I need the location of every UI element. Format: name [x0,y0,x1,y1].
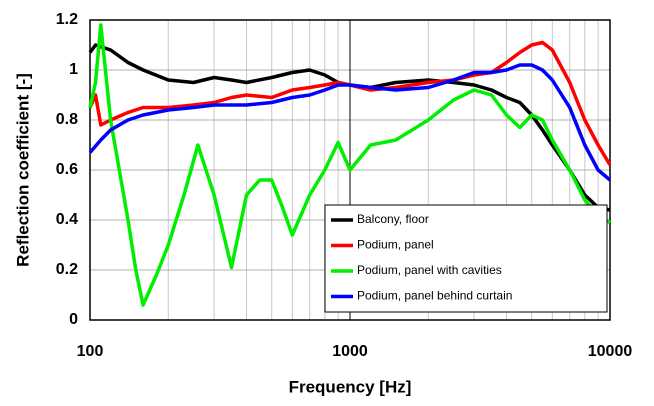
y-tick-label: 0.4 [56,211,78,228]
plot-border [89,19,611,321]
legend-box [324,204,608,313]
y-tick-label: 1.2 [56,11,78,28]
legend-label: Podium, panel behind curtain [357,289,512,303]
y-axis-label: Reflection coefficient [-] [13,73,32,267]
y-tick-label: 0.6 [56,161,78,178]
y-tick-label: 0.8 [56,111,78,128]
legend-label: Balcony, floor [357,212,429,226]
x-tick-label: 100 [77,343,104,360]
y-tick-label: 0 [69,311,78,328]
legend-label: Podium, panel with cavities [357,263,502,277]
x-tick-label: 1000 [332,343,368,360]
y-tick-label: 0.2 [56,261,78,278]
x-tick-label: 10000 [588,343,633,360]
legend-label: Podium, panel [357,238,434,252]
series-line [88,23,611,307]
y-tick-label: 1 [69,61,78,78]
series-line [88,63,612,182]
x-axis-label: Frequency [Hz] [289,377,412,396]
